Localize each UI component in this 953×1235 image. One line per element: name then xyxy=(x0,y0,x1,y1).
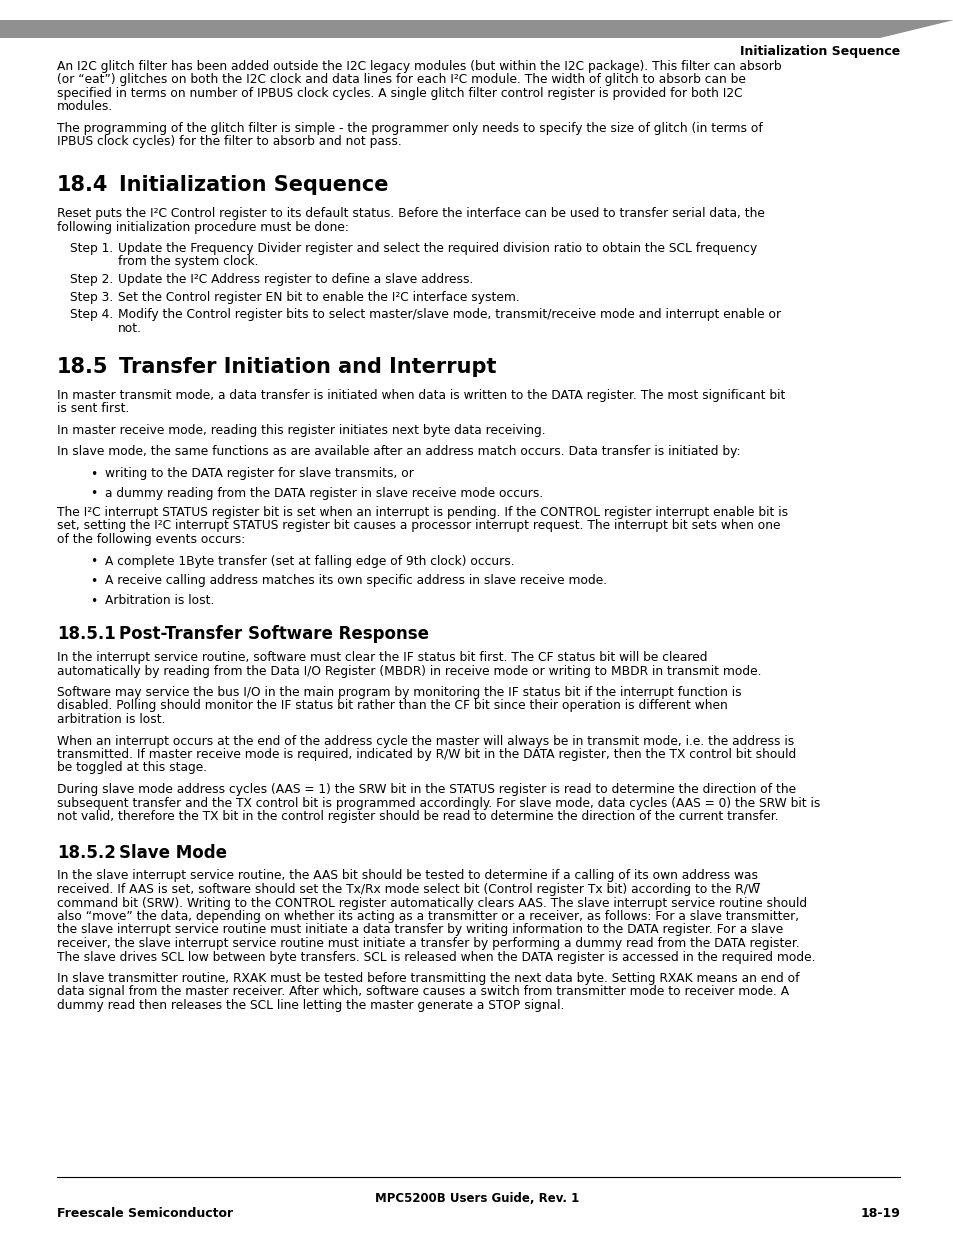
Text: •: • xyxy=(90,556,97,568)
Text: •: • xyxy=(90,594,97,608)
Text: data signal from the master receiver. After which, software causes a switch from: data signal from the master receiver. Af… xyxy=(57,986,788,999)
Text: command bit (SRW). Writing to the CONTROL register automatically clears AAS. The: command bit (SRW). Writing to the CONTRO… xyxy=(57,897,806,909)
Text: a dummy reading from the DATA register in slave receive mode occurs.: a dummy reading from the DATA register i… xyxy=(105,487,542,499)
Text: In slave mode, the same functions as are available after an address match occurs: In slave mode, the same functions as are… xyxy=(57,446,740,458)
Text: automatically by reading from the Data I/O Register (MBDR) in receive mode or wr: automatically by reading from the Data I… xyxy=(57,664,760,678)
Text: the slave interrupt service routine must initiate a data transfer by writing inf: the slave interrupt service routine must… xyxy=(57,924,782,936)
Text: also “move” the data, depending on whether its acting as a transmitter or a rece: also “move” the data, depending on wheth… xyxy=(57,910,799,923)
Text: modules.: modules. xyxy=(57,100,113,114)
Text: MPC5200B Users Guide, Rev. 1: MPC5200B Users Guide, Rev. 1 xyxy=(375,1192,578,1205)
Text: not.: not. xyxy=(118,321,142,335)
Text: In the slave interrupt service routine, the AAS bit should be tested to determin: In the slave interrupt service routine, … xyxy=(57,869,758,883)
Text: In master transmit mode, a data transfer is initiated when data is written to th: In master transmit mode, a data transfer… xyxy=(57,389,784,403)
Text: Step 2.: Step 2. xyxy=(70,273,113,287)
Text: 18.4: 18.4 xyxy=(57,175,109,195)
Text: In the interrupt service routine, software must clear the IF status bit first. T: In the interrupt service routine, softwa… xyxy=(57,651,707,664)
Text: •: • xyxy=(90,468,97,480)
Text: subsequent transfer and the TX control bit is programmed accordingly. For slave : subsequent transfer and the TX control b… xyxy=(57,797,820,809)
Text: dummy read then releases the SCL line letting the master generate a STOP signal.: dummy read then releases the SCL line le… xyxy=(57,999,564,1011)
Text: Update the I²C Address register to define a slave address.: Update the I²C Address register to defin… xyxy=(118,273,473,287)
Text: arbitration is lost.: arbitration is lost. xyxy=(57,713,165,726)
Text: Step 4.: Step 4. xyxy=(70,308,113,321)
Text: When an interrupt occurs at the end of the address cycle the master will always : When an interrupt occurs at the end of t… xyxy=(57,735,794,747)
Text: received. If AAS is set, software should set the Tx/Rx mode select bit (Control : received. If AAS is set, software should… xyxy=(57,883,760,897)
Text: Reset puts the I²C Control register to its default status. Before the interface : Reset puts the I²C Control register to i… xyxy=(57,207,764,220)
Text: 18.5.1: 18.5.1 xyxy=(57,625,115,643)
Text: 18.5.2: 18.5.2 xyxy=(57,844,115,862)
Text: specified in terms on number of IPBUS clock cycles. A single glitch filter contr: specified in terms on number of IPBUS cl… xyxy=(57,86,741,100)
Text: following initialization procedure must be done:: following initialization procedure must … xyxy=(57,221,349,233)
Text: Software may service the bus I/O in the main program by monitoring the IF status: Software may service the bus I/O in the … xyxy=(57,685,740,699)
Text: In slave transmitter routine, RXAK must be tested before transmitting the next d: In slave transmitter routine, RXAK must … xyxy=(57,972,799,986)
Text: Step 1.: Step 1. xyxy=(70,242,113,254)
Text: The I²C interrupt STATUS register bit is set when an interrupt is pending. If th: The I²C interrupt STATUS register bit is… xyxy=(57,506,787,519)
Text: Initialization Sequence: Initialization Sequence xyxy=(119,175,388,195)
Text: The programming of the glitch filter is simple - the programmer only needs to sp: The programming of the glitch filter is … xyxy=(57,122,762,135)
Text: is sent first.: is sent first. xyxy=(57,403,130,415)
Text: Modify the Control register bits to select master/slave mode, transmit/receive m: Modify the Control register bits to sele… xyxy=(118,308,781,321)
Text: receiver, the slave interrupt service routine must initiate a transfer by perfor: receiver, the slave interrupt service ro… xyxy=(57,937,799,950)
Text: In master receive mode, reading this register initiates next byte data receiving: In master receive mode, reading this reg… xyxy=(57,424,545,437)
Text: set, setting the I²C interrupt STATUS register bit causes a processor interrupt : set, setting the I²C interrupt STATUS re… xyxy=(57,520,780,532)
Text: 18-19: 18-19 xyxy=(860,1207,899,1220)
Text: Set the Control register EN bit to enable the I²C interface system.: Set the Control register EN bit to enabl… xyxy=(118,290,519,304)
Text: •: • xyxy=(90,576,97,588)
Text: transmitted. If master receive mode is required, indicated by R/W bit in the DAT: transmitted. If master receive mode is r… xyxy=(57,748,796,761)
Text: Initialization Sequence: Initialization Sequence xyxy=(739,44,899,58)
Text: be toggled at this stage.: be toggled at this stage. xyxy=(57,762,207,774)
Text: A complete 1Byte transfer (set at falling edge of 9th clock) occurs.: A complete 1Byte transfer (set at fallin… xyxy=(105,555,514,568)
Text: Freescale Semiconductor: Freescale Semiconductor xyxy=(57,1207,233,1220)
Text: (or “eat”) glitches on both the I2C clock and data lines for each I²C module. Th: (or “eat”) glitches on both the I2C cloc… xyxy=(57,74,745,86)
Text: •: • xyxy=(90,488,97,500)
Text: from the system clock.: from the system clock. xyxy=(118,256,258,268)
Text: A receive calling address matches its own specific address in slave receive mode: A receive calling address matches its ow… xyxy=(105,574,606,587)
Text: The slave drives SCL low between byte transfers. SCL is released when the DATA r: The slave drives SCL low between byte tr… xyxy=(57,951,815,963)
Text: not valid, therefore the TX bit in the control register should be read to determ: not valid, therefore the TX bit in the c… xyxy=(57,810,778,823)
Text: Update the Frequency Divider register and select the required division ratio to : Update the Frequency Divider register an… xyxy=(118,242,757,254)
Text: During slave mode address cycles (AAS = 1) the SRW bit in the STATUS register is: During slave mode address cycles (AAS = … xyxy=(57,783,796,797)
Text: writing to the DATA register for slave transmits, or: writing to the DATA register for slave t… xyxy=(105,467,414,480)
Text: IPBUS clock cycles) for the filter to absorb and not pass.: IPBUS clock cycles) for the filter to ab… xyxy=(57,136,401,148)
Text: disabled. Polling should monitor the IF status bit rather than the CF bit since : disabled. Polling should monitor the IF … xyxy=(57,699,727,713)
Text: 18.5: 18.5 xyxy=(57,357,109,377)
Text: Arbitration is lost.: Arbitration is lost. xyxy=(105,594,214,606)
Text: An I2C glitch filter has been added outside the I2C legacy modules (but within t: An I2C glitch filter has been added outs… xyxy=(57,61,781,73)
Text: of the following events occurs:: of the following events occurs: xyxy=(57,534,245,546)
Text: Slave Mode: Slave Mode xyxy=(119,844,227,862)
Text: Step 3.: Step 3. xyxy=(70,290,113,304)
Text: Transfer Initiation and Interrupt: Transfer Initiation and Interrupt xyxy=(119,357,496,377)
Polygon shape xyxy=(0,20,953,38)
Text: Post-Transfer Software Response: Post-Transfer Software Response xyxy=(119,625,429,643)
